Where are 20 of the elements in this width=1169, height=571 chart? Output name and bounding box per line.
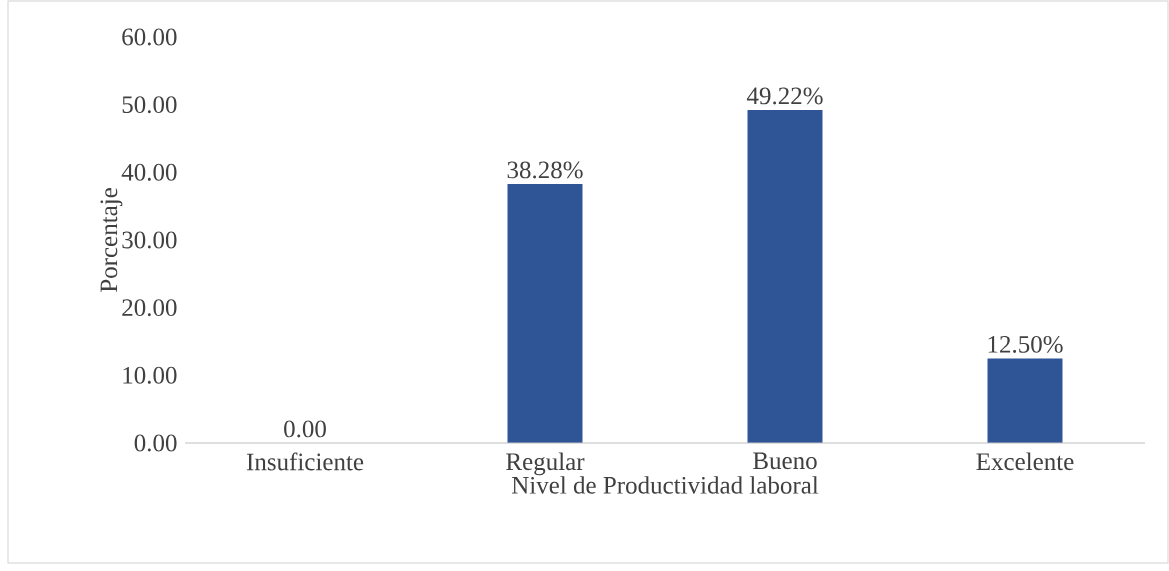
y-tick-label: 0.00 xyxy=(134,434,177,452)
x-axis-title: Nivel de Productividad laboral xyxy=(511,476,819,494)
bar xyxy=(747,109,823,443)
x-tick-label: Excelente xyxy=(976,452,1074,471)
bar xyxy=(507,183,583,443)
x-tick-label: Insuficiente xyxy=(246,452,364,471)
bar xyxy=(987,358,1063,443)
y-tick-label: 40.00 xyxy=(121,163,177,181)
y-tick-label: 10.00 xyxy=(123,366,177,384)
data-label: 12.50% xyxy=(988,335,1063,353)
x-tick-label: Bueno xyxy=(753,452,817,470)
y-axis-title: Porcentaje xyxy=(100,188,123,293)
x-tick-label: Regular xyxy=(506,452,585,476)
y-tick-label: 50.00 xyxy=(122,96,177,114)
y-tick-label: 20.00 xyxy=(122,299,177,317)
data-label: 49.22% xyxy=(746,87,823,105)
data-label: 0.00 xyxy=(284,420,326,438)
data-label: 38.28% xyxy=(507,161,583,179)
y-tick-label: 60.00 xyxy=(122,28,177,46)
y-tick-label: 30.00 xyxy=(122,231,177,249)
